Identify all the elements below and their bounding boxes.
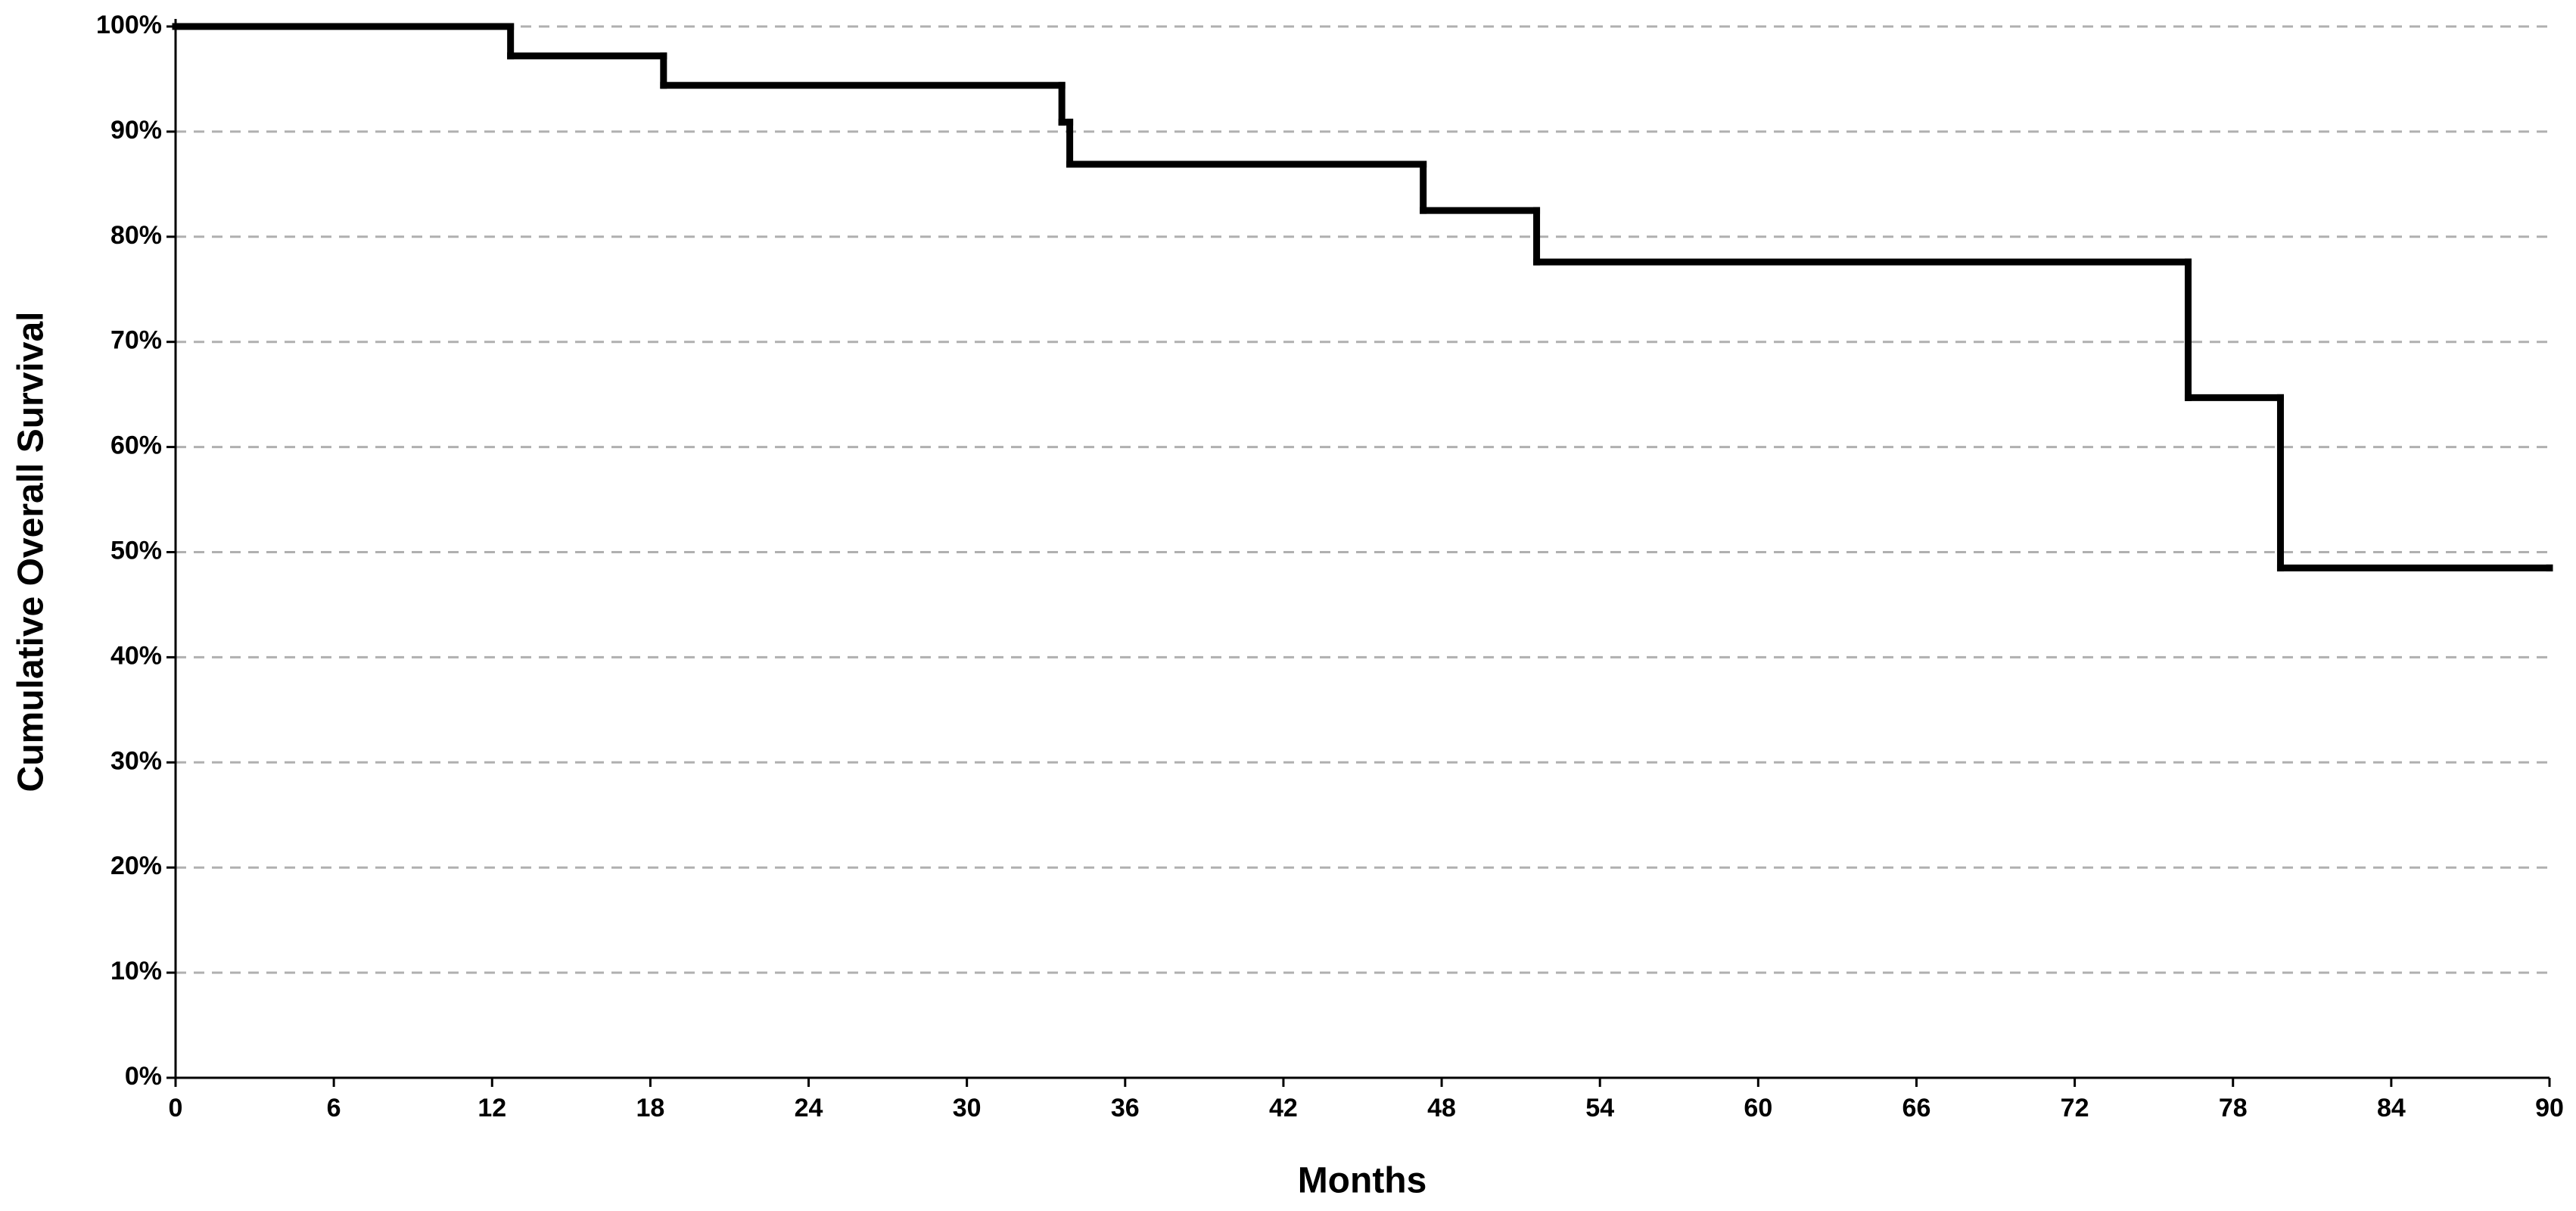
x-tick-label: 60 — [1744, 1094, 1772, 1122]
x-axis-title: Months — [1298, 1161, 1427, 1201]
y-tick-label: 100% — [96, 11, 162, 39]
y-tick-label: 80% — [110, 221, 162, 250]
x-tick-label: 42 — [1269, 1094, 1298, 1122]
y-tick-label: 90% — [110, 116, 162, 145]
x-tick-label: 36 — [1111, 1094, 1140, 1122]
y-tick-label: 40% — [110, 641, 162, 670]
y-tick-label: 0% — [125, 1062, 162, 1091]
x-tick-label: 12 — [478, 1094, 506, 1122]
x-tick-label: 66 — [1902, 1094, 1931, 1122]
y-axis-title: Cumulative Overall Survival — [11, 312, 51, 792]
y-tick-label: 70% — [110, 326, 162, 355]
x-tick-label: 18 — [636, 1094, 664, 1122]
x-tick-label: 78 — [2219, 1094, 2248, 1122]
y-tick-label: 20% — [110, 851, 162, 880]
y-tick-label: 30% — [110, 746, 162, 775]
x-tick-label: 84 — [2377, 1094, 2406, 1122]
x-tick-label: 0 — [169, 1094, 183, 1122]
x-tick-label: 30 — [953, 1094, 982, 1122]
y-tick-label: 50% — [110, 536, 162, 565]
x-tick-label: 90 — [2535, 1094, 2564, 1122]
x-tick-label: 6 — [327, 1094, 341, 1122]
y-tick-label: 60% — [110, 431, 162, 460]
x-tick-label: 54 — [1585, 1094, 1614, 1122]
x-tick-label: 24 — [795, 1094, 823, 1122]
y-tick-label: 10% — [110, 957, 162, 985]
x-tick-label: 48 — [1427, 1094, 1456, 1122]
x-tick-label: 72 — [2061, 1094, 2089, 1122]
